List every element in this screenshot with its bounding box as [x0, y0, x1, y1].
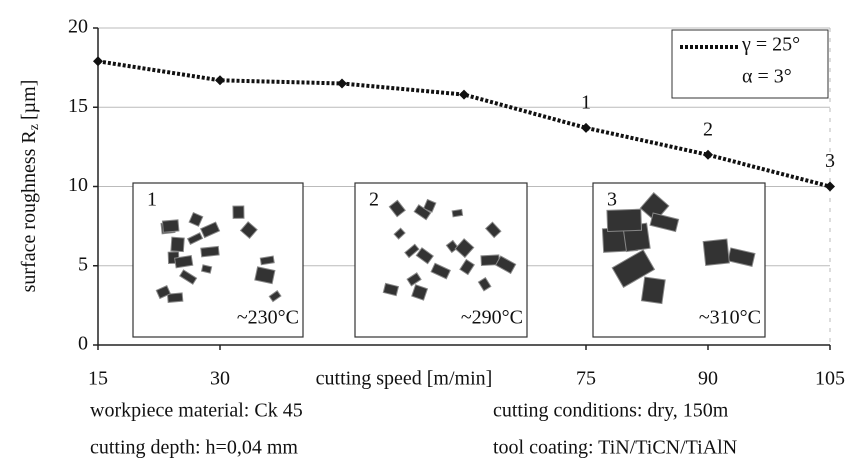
- note: workpiece material: Ck 45: [90, 400, 303, 422]
- chip: [179, 269, 198, 285]
- chip: [382, 282, 400, 297]
- chip: [649, 212, 680, 233]
- data-point: [581, 122, 591, 133]
- chip: [702, 238, 730, 266]
- chip: [254, 266, 276, 285]
- y-tick-label: 15: [68, 95, 88, 117]
- note: tool coating: TiN/TiCN/TiAlN: [493, 437, 737, 459]
- chip: [200, 264, 213, 274]
- y-tick-label: 10: [68, 174, 88, 196]
- data-point: [703, 149, 713, 160]
- chip: [415, 247, 434, 265]
- x-tick-label: 90: [698, 368, 718, 390]
- chip: [606, 208, 643, 232]
- chip: [459, 258, 475, 276]
- chip: [186, 232, 204, 246]
- inset-temperature: ~290°C: [461, 307, 523, 329]
- chip: [727, 247, 756, 267]
- chip: [239, 221, 258, 240]
- chip: [411, 284, 429, 301]
- chip: [232, 205, 245, 219]
- data-point: [93, 56, 103, 67]
- chip: [413, 204, 432, 221]
- data-point: [825, 181, 835, 192]
- y-axis-title: surface roughness Rz [µm]: [18, 80, 43, 293]
- data-point: [215, 75, 225, 86]
- chip: [174, 254, 194, 269]
- inset-temperature: ~310°C: [699, 307, 761, 329]
- chip: [639, 192, 670, 223]
- data-point: [337, 78, 347, 89]
- y-tick-label: 0: [78, 333, 88, 355]
- y-label-text: surface roughness R: [18, 130, 40, 293]
- chip: [170, 236, 185, 253]
- point-label: 1: [581, 91, 591, 113]
- chip: [485, 221, 502, 239]
- chip: [161, 219, 180, 233]
- inset-label: 3: [607, 189, 617, 211]
- chip: [477, 277, 492, 292]
- x-axis-title: cutting speed [m/min]: [316, 368, 493, 390]
- y-tick-label: 5: [78, 253, 88, 275]
- note: cutting conditions: dry, 150m: [493, 400, 729, 422]
- legend-entry: γ = 25°: [741, 34, 800, 56]
- legend-box: [671, 29, 829, 99]
- y-label-unit: [µm]: [18, 80, 40, 120]
- chip: [393, 227, 406, 240]
- chip: [406, 272, 422, 287]
- chip: [430, 262, 451, 280]
- point-label: 3: [825, 150, 835, 172]
- inset-box: [132, 182, 304, 338]
- chip: [422, 198, 437, 213]
- chip: [259, 255, 275, 266]
- inset-label: 2: [369, 189, 379, 211]
- x-tick-label: 105: [815, 368, 845, 390]
- chip: [404, 243, 420, 259]
- chip: [494, 255, 517, 275]
- x-tick-label: 30: [210, 368, 230, 390]
- point-label: 2: [703, 118, 713, 140]
- chip: [611, 249, 656, 289]
- chip: [166, 292, 184, 303]
- inset-temperature: ~230°C: [237, 307, 299, 329]
- chip: [454, 238, 475, 259]
- chip: [268, 290, 282, 303]
- x-tick-label: 15: [88, 368, 108, 390]
- x-tick-label: 75: [576, 368, 596, 390]
- chip: [200, 245, 220, 258]
- chip: [188, 211, 204, 227]
- note: cutting depth: h=0,04 mm: [90, 437, 298, 459]
- chip: [640, 276, 666, 305]
- chip: [451, 208, 464, 218]
- legend-entry: α = 3°: [742, 66, 792, 88]
- chip: [200, 221, 221, 239]
- inset-label: 1: [147, 189, 157, 211]
- y-label-subscript: z: [27, 124, 42, 130]
- chip: [155, 285, 172, 300]
- chip: [445, 239, 459, 254]
- chip: [388, 199, 406, 218]
- y-tick-label: 20: [68, 16, 88, 38]
- data-point: [459, 89, 469, 100]
